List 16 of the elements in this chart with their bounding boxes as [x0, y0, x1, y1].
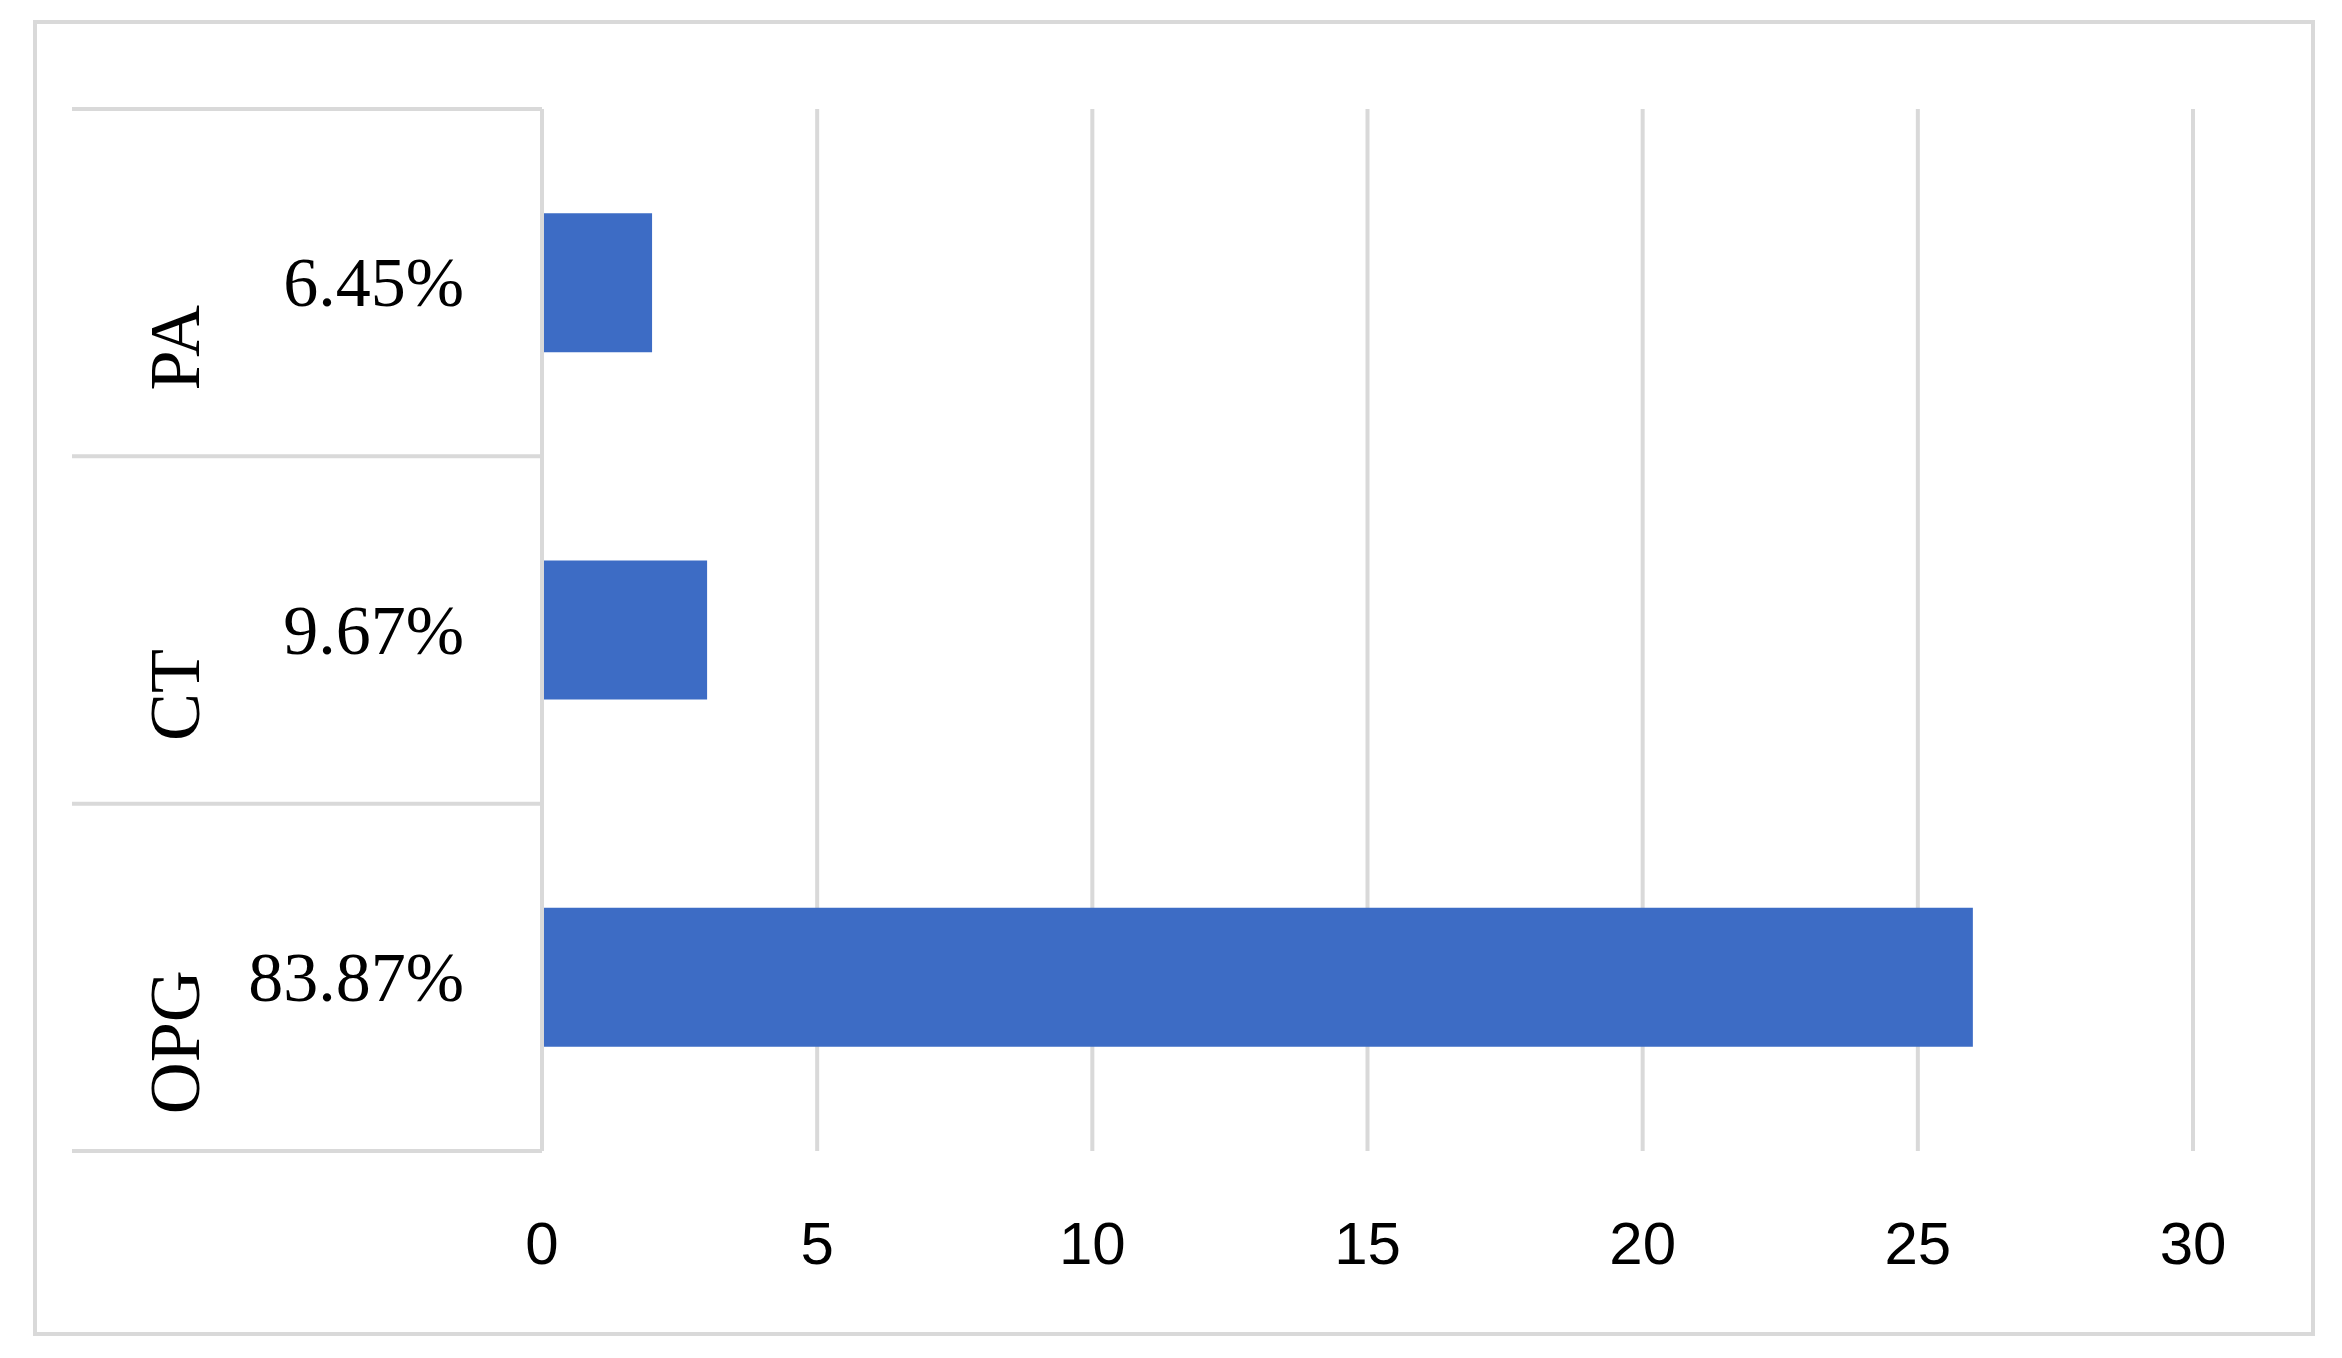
x-tick-label: 15 [1334, 1209, 1401, 1277]
x-tick-label: 20 [1609, 1209, 1677, 1277]
text: 6.45% [283, 244, 464, 322]
y-tick-label: PA [135, 304, 215, 391]
bar [542, 907, 1973, 1047]
x-tick-label: 0 [525, 1209, 559, 1277]
text: 9.67% [283, 591, 464, 669]
y-tick-label: OPG [135, 970, 215, 1115]
x-tick-label: 5 [800, 1209, 834, 1277]
x-tick-label: 25 [1884, 1209, 1952, 1277]
bar [542, 560, 708, 700]
y-tick-label: CT [135, 648, 215, 742]
bar [542, 213, 653, 353]
text: 83.87% [248, 938, 464, 1016]
x-tick-label: 30 [2159, 1209, 2227, 1277]
x-tick-label: 10 [1058, 1209, 1126, 1277]
